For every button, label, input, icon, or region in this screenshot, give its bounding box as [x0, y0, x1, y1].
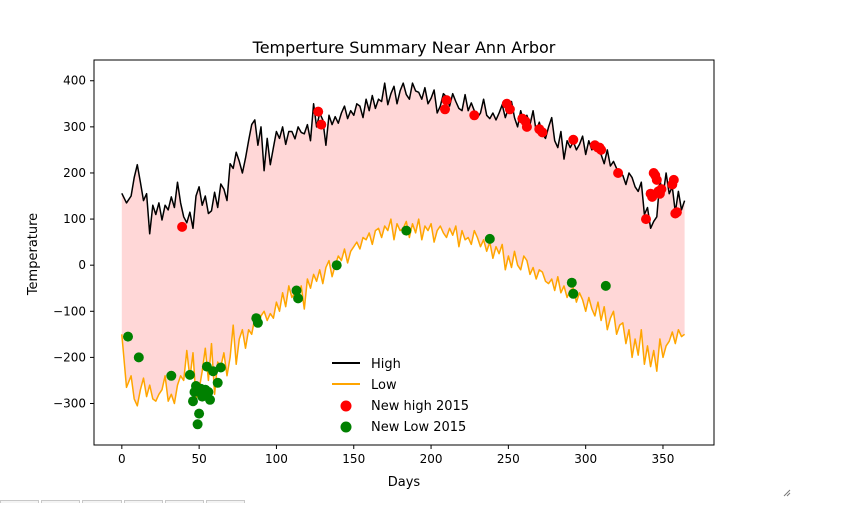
scatter-point [504, 104, 515, 115]
scatter-point [188, 396, 198, 407]
scatter-point [291, 285, 302, 296]
scatter-point [596, 144, 607, 155]
y-tick-label: −100 [53, 304, 86, 318]
y-tick-label: 0 [78, 258, 86, 272]
scatter-point [537, 127, 548, 138]
scatter-point [194, 408, 205, 419]
y-tick-label: 400 [63, 74, 86, 88]
plot-frame [93, 59, 715, 446]
scatter-point [668, 174, 679, 185]
scatter-point [212, 377, 223, 388]
scatter-point [600, 280, 611, 291]
series-points-new-high-2015 [177, 95, 682, 232]
scatter-point [441, 95, 452, 106]
legend: High Low New high 2015 New Low 2015 [332, 357, 469, 435]
resize-grip-icon[interactable] [783, 489, 791, 497]
x-tick-label: 50 [191, 452, 206, 466]
x-tick-label: 100 [265, 452, 288, 466]
scatter-point [566, 277, 577, 288]
plot-area [121, 82, 686, 430]
bottom-tab[interactable] [164, 500, 204, 503]
scatter-point [313, 106, 324, 117]
series-line-low [121, 218, 686, 407]
x-tick-label: 350 [652, 452, 675, 466]
scatter-point [205, 394, 215, 405]
bottom-tab[interactable] [123, 500, 163, 503]
scatter-point [316, 119, 327, 130]
bottom-tab[interactable] [205, 500, 246, 503]
scatter-point [641, 214, 651, 225]
legend-label-high: High [371, 357, 401, 372]
x-tick-label: 300 [574, 452, 597, 466]
scatter-point [133, 352, 144, 363]
scatter-point [568, 134, 579, 145]
scatter-point [469, 110, 480, 121]
x-tick-label: 250 [497, 452, 520, 466]
scatter-point [651, 174, 662, 185]
legend-label-low: Low [371, 378, 397, 393]
scatter-point [166, 370, 177, 381]
x-tick-label: 200 [420, 452, 443, 466]
scatter-point [484, 233, 495, 244]
scatter-point [568, 288, 579, 299]
scatter-point [401, 225, 412, 236]
scatter-point [184, 369, 195, 380]
scatter-point [331, 260, 342, 271]
axes: 0 50 100 150 200 250 300 350 −300 −200 −100 0 100 200… [53, 59, 715, 466]
scatter-point [656, 184, 667, 195]
legend-marker-new-low-2015 [340, 421, 352, 433]
y-tick-label: 100 [63, 212, 86, 226]
scatter-point [177, 221, 188, 232]
scatter-point [440, 104, 450, 115]
y-tick-label: −300 [53, 397, 86, 411]
legend-label-new-high-2015: New high 2015 [371, 399, 469, 414]
bottom-tab[interactable] [41, 500, 81, 503]
chart-title: Temperture Summary Near Ann Arbor [252, 38, 556, 57]
scatter-point [293, 293, 304, 304]
bottom-tab[interactable] [82, 500, 122, 503]
y-axis-label: Temperature [26, 213, 41, 296]
scatter-point [613, 168, 624, 178]
scatter-point [215, 362, 226, 373]
x-tick-label: 150 [342, 452, 365, 466]
y-tick-label: 200 [63, 166, 86, 180]
legend-marker-new-high-2015 [340, 400, 352, 412]
legend-label-new-low-2015: New Low 2015 [371, 420, 466, 435]
series-points-new-low-2015 [123, 225, 611, 430]
x-tick-label: 0 [118, 452, 126, 466]
scatter-point [208, 366, 219, 377]
bottom-tab-strip [0, 500, 246, 503]
fill-between-area [121, 83, 685, 406]
y-tick-label: 300 [63, 120, 86, 134]
scatter-point [671, 207, 682, 218]
scatter-point [192, 419, 203, 430]
y-tick-label: −200 [53, 350, 86, 364]
scatter-point [252, 317, 263, 328]
x-axis-label: Days [388, 475, 421, 490]
bottom-tab[interactable] [0, 500, 40, 503]
scatter-point [203, 387, 214, 397]
scatter-point [521, 121, 532, 132]
scatter-point [123, 331, 133, 342]
